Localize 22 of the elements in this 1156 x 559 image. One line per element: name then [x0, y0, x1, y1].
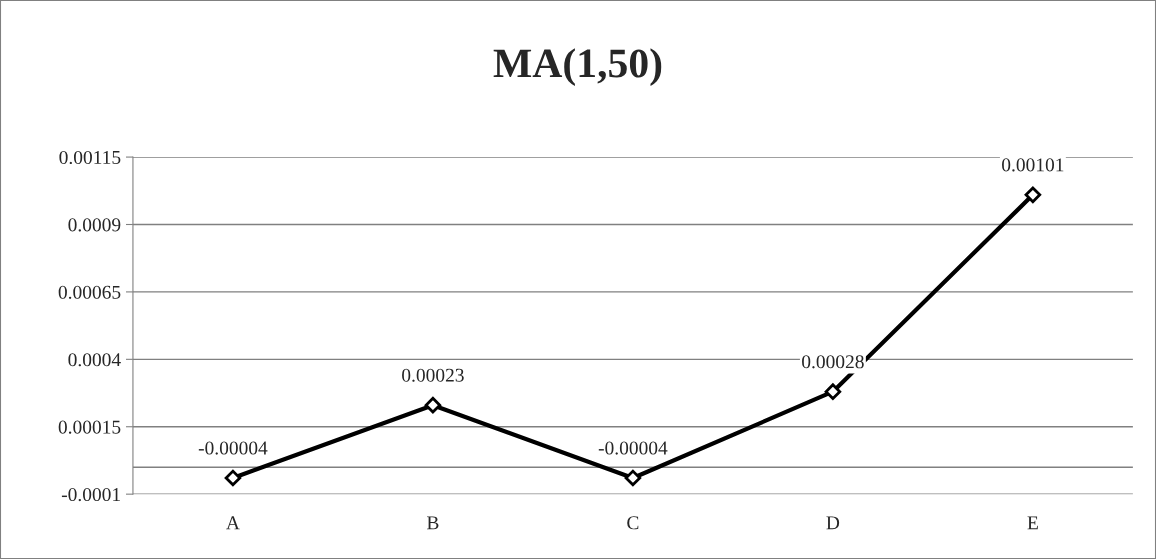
data-label: 0.00028 — [802, 355, 864, 369]
data-label: -0.00004 — [198, 441, 268, 455]
y-tick-label: 0.00065 — [58, 285, 121, 299]
y-tick-label: 0.00115 — [59, 150, 121, 165]
y-tick-label: -0.0001 — [61, 487, 120, 502]
point — [1024, 186, 1042, 204]
x-tick-label: B — [427, 516, 439, 530]
point — [224, 469, 242, 487]
y-tick-label: 0.00015 — [58, 420, 121, 434]
y-tick-label: 0.0004 — [68, 353, 121, 367]
x-tick-label: E — [1027, 516, 1038, 530]
chart-title: MA(1,50) — [493, 48, 662, 86]
y-tick-label: 0.0009 — [68, 218, 121, 232]
x-tick-label: A — [226, 516, 240, 530]
data-label: 0.00023 — [402, 368, 464, 382]
x-tick-label: C — [627, 516, 639, 530]
x-tick-label: D — [826, 516, 840, 530]
data-label: -0.00004 — [598, 441, 668, 455]
point — [824, 383, 842, 400]
data-label: 0.00101 — [1002, 158, 1064, 172]
point — [424, 396, 442, 414]
point — [624, 469, 642, 487]
